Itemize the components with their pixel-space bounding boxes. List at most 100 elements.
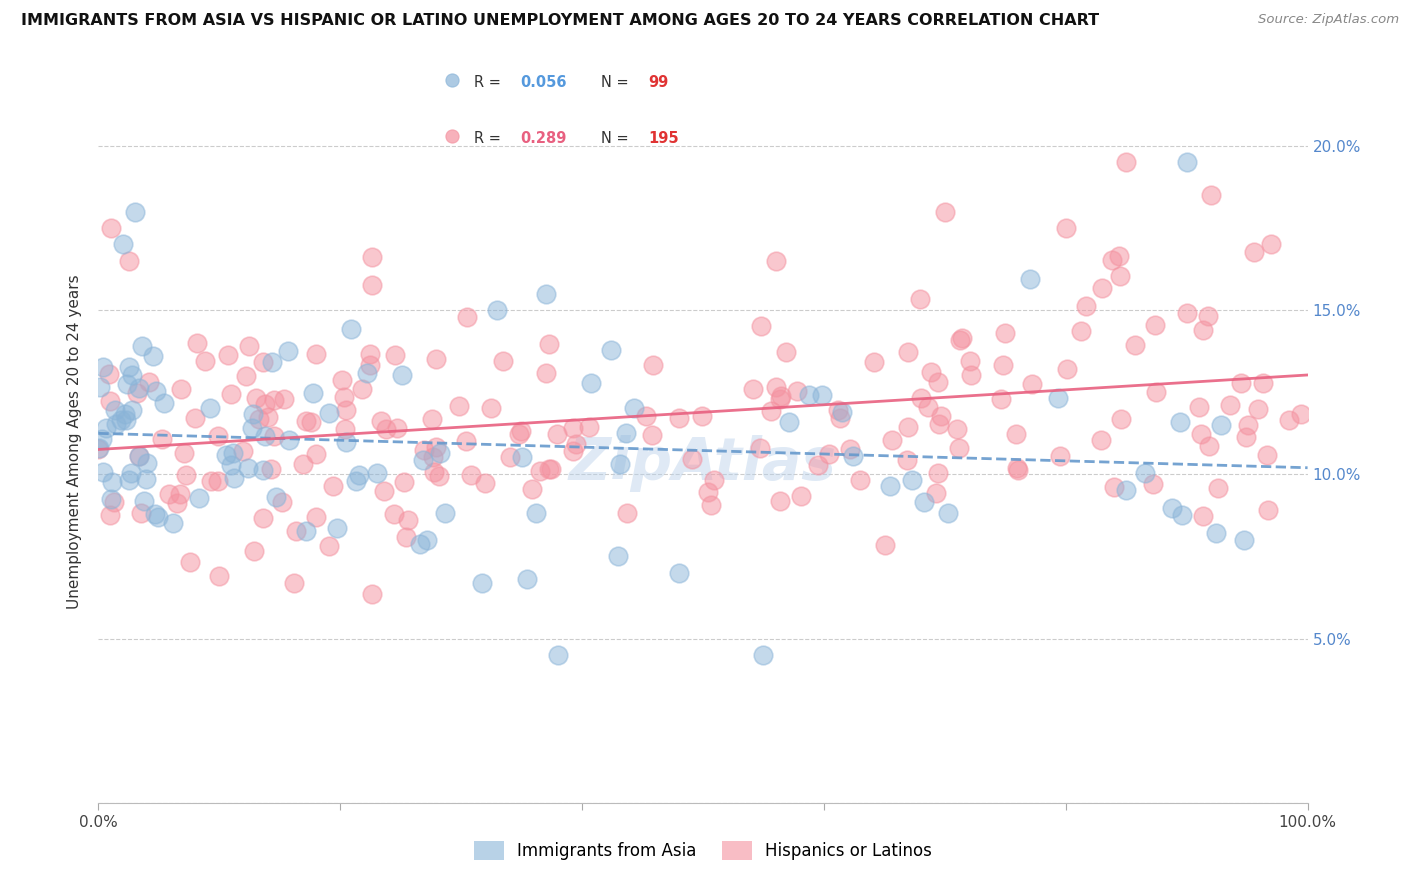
Point xyxy=(434,506,457,520)
Point xyxy=(166,496,188,510)
Point xyxy=(1046,391,1069,405)
Point xyxy=(121,402,143,417)
Point xyxy=(565,437,588,451)
Point xyxy=(849,474,872,488)
Point xyxy=(616,506,638,520)
Point xyxy=(623,401,645,415)
Point xyxy=(184,411,207,425)
Point xyxy=(526,506,548,520)
Point xyxy=(118,359,141,374)
Point xyxy=(1233,533,1256,548)
Point xyxy=(561,444,583,458)
Point xyxy=(929,409,952,423)
Point xyxy=(219,387,242,401)
Point xyxy=(460,467,482,482)
Point xyxy=(609,457,631,471)
Point xyxy=(318,539,340,553)
Point xyxy=(1175,155,1198,169)
Point xyxy=(769,389,792,403)
Point xyxy=(786,384,808,399)
Point xyxy=(98,394,121,409)
Point xyxy=(117,473,139,487)
Point xyxy=(949,334,972,348)
Point xyxy=(1289,407,1312,421)
Point xyxy=(271,495,294,509)
Point xyxy=(408,536,430,550)
Point xyxy=(934,204,956,219)
Point xyxy=(207,569,229,583)
Point xyxy=(132,493,155,508)
Point xyxy=(441,72,464,87)
Point xyxy=(516,573,538,587)
Point xyxy=(207,429,229,443)
Point xyxy=(247,412,270,426)
Point xyxy=(222,471,245,485)
Point xyxy=(681,452,703,467)
Point xyxy=(790,489,813,503)
Point xyxy=(1102,480,1125,494)
Point xyxy=(200,474,222,488)
Point xyxy=(1004,427,1026,442)
Point xyxy=(1123,338,1146,352)
Point xyxy=(385,421,408,435)
Point xyxy=(1206,481,1229,495)
Point xyxy=(927,376,949,390)
Point xyxy=(1234,430,1257,444)
Point xyxy=(510,424,533,438)
Point xyxy=(1243,245,1265,260)
Text: 195: 195 xyxy=(648,131,679,145)
Point xyxy=(910,391,932,405)
Point xyxy=(534,366,557,380)
Point xyxy=(138,375,160,389)
Point xyxy=(1090,281,1112,295)
Point xyxy=(370,414,392,428)
Point xyxy=(1199,188,1222,202)
Point xyxy=(242,407,264,421)
Point xyxy=(429,446,451,460)
Point xyxy=(373,483,395,498)
Point xyxy=(897,420,920,434)
Point xyxy=(748,441,770,455)
Point xyxy=(897,344,920,359)
Point xyxy=(118,254,141,268)
Point xyxy=(332,391,354,405)
Point xyxy=(546,427,568,442)
Point xyxy=(703,474,725,488)
Point xyxy=(91,432,114,446)
Point xyxy=(1191,322,1213,336)
Point xyxy=(394,475,416,490)
Point xyxy=(700,499,723,513)
Point xyxy=(810,388,832,402)
Point xyxy=(807,458,830,472)
Point xyxy=(219,458,242,472)
Point xyxy=(356,367,378,381)
Point xyxy=(243,543,266,558)
Point xyxy=(1133,466,1156,480)
Point xyxy=(285,524,308,538)
Point xyxy=(508,427,530,442)
Point xyxy=(1115,483,1137,498)
Text: 0.289: 0.289 xyxy=(520,131,567,145)
Point xyxy=(1007,460,1029,475)
Point xyxy=(87,441,110,455)
Point xyxy=(668,410,690,425)
Point xyxy=(797,388,820,402)
Point xyxy=(668,566,690,580)
Point xyxy=(761,404,783,418)
Text: IMMIGRANTS FROM ASIA VS HISPANIC OR LATINO UNEMPLOYMENT AMONG AGES 20 TO 24 YEAR: IMMIGRANTS FROM ASIA VS HISPANIC OR LATI… xyxy=(21,13,1099,29)
Point xyxy=(305,347,328,361)
Point xyxy=(215,448,238,462)
Point xyxy=(115,376,138,391)
Point xyxy=(1175,305,1198,319)
Point xyxy=(427,469,450,483)
Text: 0.056: 0.056 xyxy=(520,75,567,89)
Point xyxy=(125,386,148,401)
Point xyxy=(751,319,773,334)
Point xyxy=(950,331,973,345)
Point xyxy=(1230,376,1253,391)
Point xyxy=(499,450,522,464)
Point xyxy=(128,381,150,395)
Point xyxy=(831,405,853,419)
Point xyxy=(537,461,560,475)
Point xyxy=(128,449,150,463)
